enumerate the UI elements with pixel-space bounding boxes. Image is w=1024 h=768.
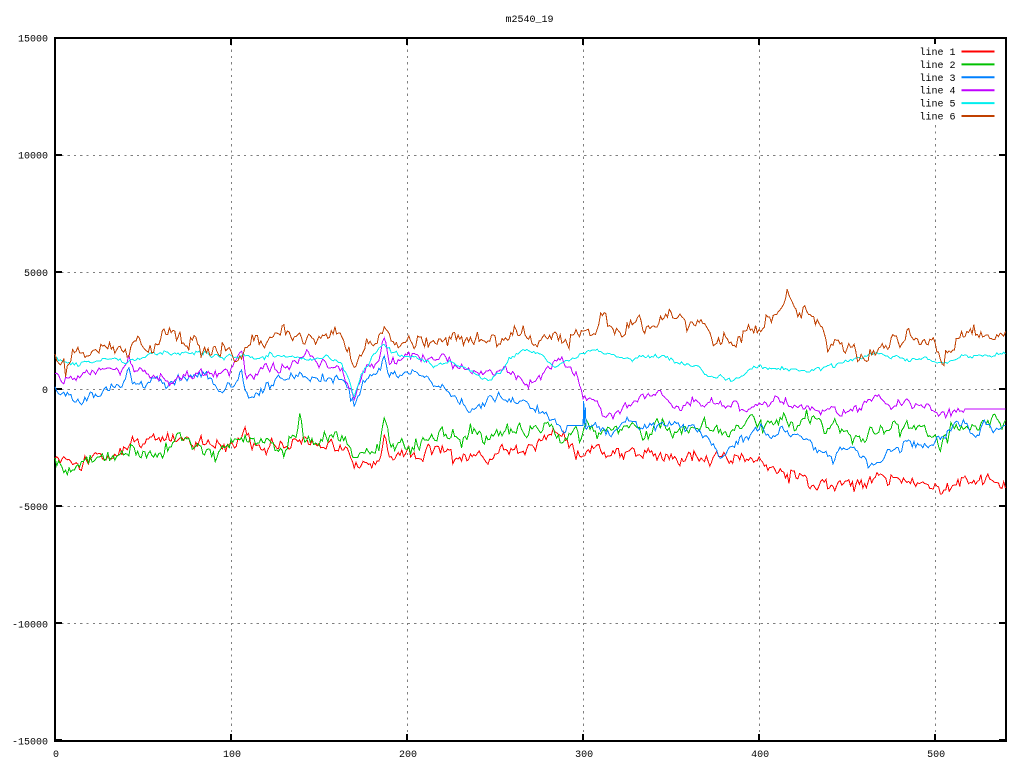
svg-text:0: 0 xyxy=(42,386,48,397)
svg-text:10000: 10000 xyxy=(18,152,48,163)
svg-text:300: 300 xyxy=(575,750,593,761)
svg-text:line 4: line 4 xyxy=(919,86,955,98)
svg-text:200: 200 xyxy=(399,750,417,761)
svg-text:line 1: line 1 xyxy=(919,47,955,59)
svg-text:15000: 15000 xyxy=(18,35,48,46)
svg-text:line 5: line 5 xyxy=(919,99,955,111)
svg-text:5000: 5000 xyxy=(24,269,48,280)
svg-text:m2540_19: m2540_19 xyxy=(505,15,553,26)
svg-text:0: 0 xyxy=(53,750,59,761)
svg-text:-15000: -15000 xyxy=(12,738,48,749)
svg-text:-10000: -10000 xyxy=(12,620,48,631)
svg-text:line 6: line 6 xyxy=(919,112,955,124)
svg-text:500: 500 xyxy=(927,750,945,761)
svg-text:400: 400 xyxy=(751,750,769,761)
svg-text:line 2: line 2 xyxy=(919,60,955,72)
svg-text:line 3: line 3 xyxy=(919,73,955,85)
svg-text:100: 100 xyxy=(223,750,241,761)
svg-text:-5000: -5000 xyxy=(18,503,48,514)
